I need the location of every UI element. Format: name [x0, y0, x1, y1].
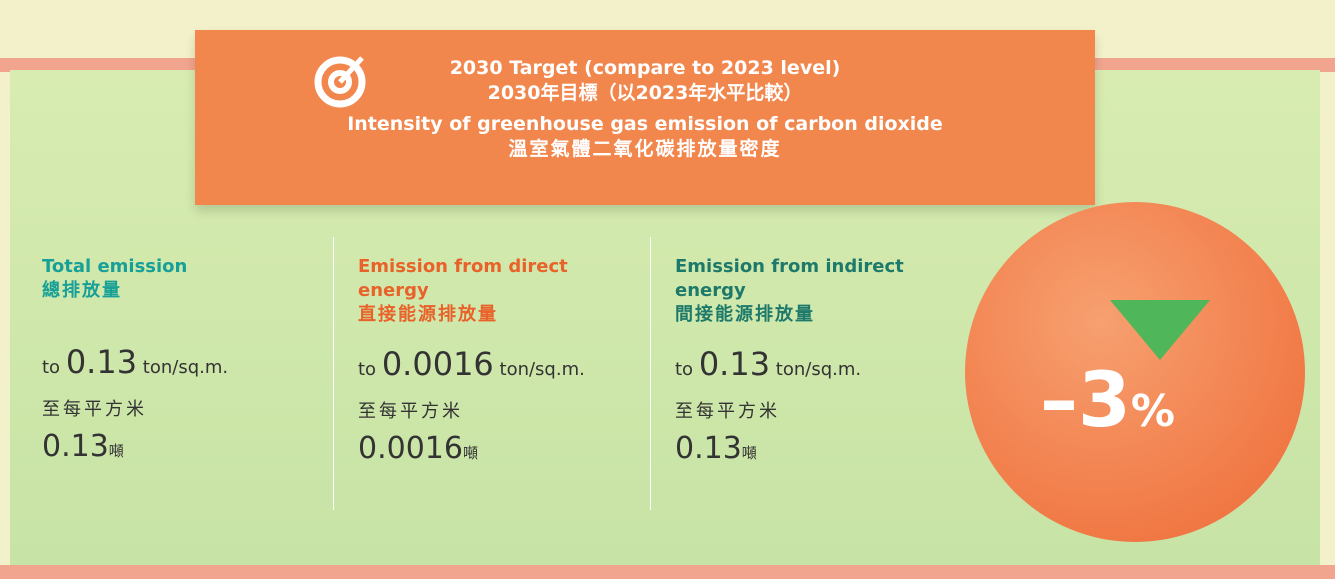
metric-row: to 0.13 ton/sq.m.: [42, 343, 312, 381]
unit-zh: 至每平方米: [675, 397, 945, 423]
unit: ton/sq.m.: [500, 359, 585, 380]
metric-title-zh: 間接能源排放量: [675, 303, 945, 327]
metric-value-zh: 0.13: [42, 429, 109, 464]
banner: 2030 Target (compare to 2023 level) 2030…: [195, 30, 1095, 205]
metric-title-zh: 直接能源排放量: [358, 303, 628, 327]
bottom-band: [0, 565, 1335, 579]
badge-unit: %: [1131, 386, 1175, 437]
target-icon: [310, 50, 370, 110]
down-arrow: [1110, 300, 1210, 362]
metric-row-zh: 0.13噸: [42, 429, 312, 464]
metric-row: to 0.0016 ton/sq.m.: [358, 345, 628, 383]
badge: –3%: [1040, 355, 1175, 444]
metric-value: 0.13: [699, 345, 770, 383]
metric-row: to 0.13 ton/sq.m.: [675, 345, 945, 383]
suffix-zh: 噸: [463, 444, 478, 462]
metric-title-zh: 總排放量: [42, 279, 312, 303]
unit: ton/sq.m.: [776, 359, 861, 380]
subtitle-en: Intensity of greenhouse gas emission of …: [195, 112, 1095, 137]
divider: [650, 237, 651, 510]
prefix: to: [358, 359, 376, 380]
metric-title-en: Emission from direct energy: [358, 255, 628, 303]
metric-row-zh: 0.13噸: [675, 431, 945, 466]
unit-zh: 至每平方米: [42, 395, 312, 421]
unit: ton/sq.m.: [143, 357, 228, 378]
badge-value: –3: [1040, 355, 1131, 444]
divider: [333, 237, 334, 510]
suffix-zh: 噸: [109, 442, 124, 460]
metric-title-en: Emission from indirect energy: [675, 255, 945, 303]
unit-zh: 至每平方米: [358, 397, 628, 423]
metric-title-en: Total emission: [42, 255, 312, 279]
metric-value: 0.13: [66, 343, 137, 381]
suffix-zh: 噸: [742, 444, 757, 462]
metric-row-zh: 0.0016噸: [358, 431, 628, 466]
metric-value: 0.0016: [382, 345, 494, 383]
prefix: to: [42, 357, 60, 378]
prefix: to: [675, 359, 693, 380]
metric-value-zh: 0.13: [675, 431, 742, 466]
subtitle-zh: 溫室氣體二氧化碳排放量密度: [195, 137, 1095, 162]
metric-value-zh: 0.0016: [358, 431, 463, 466]
infographic: 2030 Target (compare to 2023 level) 2030…: [0, 0, 1335, 579]
